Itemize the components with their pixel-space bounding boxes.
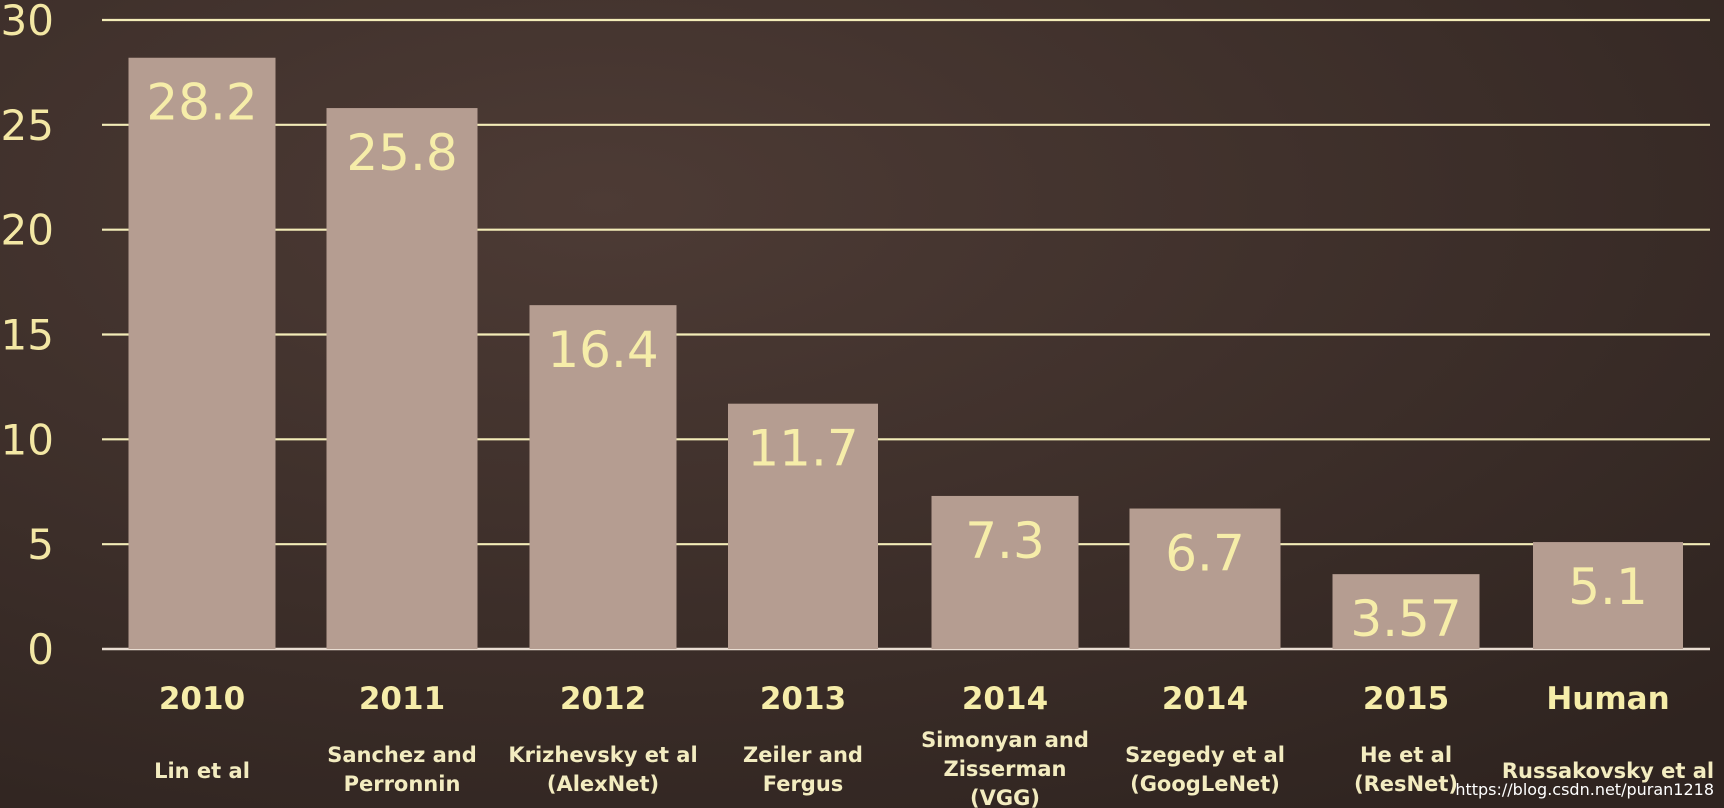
category-subtitle: Krizhevsky et al bbox=[508, 743, 697, 767]
value-labels: 28.2 25.8 16.4 11.7 7.3 6.7 3.57 5.1 bbox=[146, 74, 1647, 648]
bar bbox=[728, 403, 878, 649]
y-tick-label: 25 bbox=[1, 101, 54, 150]
watermark: https://blog.csdn.net/puran1218 bbox=[1455, 780, 1714, 799]
y-tick-label: 0 bbox=[27, 625, 54, 674]
bar bbox=[128, 57, 276, 650]
category-label: 2011 bbox=[359, 681, 445, 717]
bar bbox=[1533, 542, 1683, 649]
category-subtitle: Zeiler and bbox=[743, 743, 863, 767]
category-subtitle: (VGG) bbox=[970, 786, 1040, 808]
category-label: 2012 bbox=[560, 681, 646, 717]
y-tick-label: 10 bbox=[1, 415, 54, 464]
category-subtitle: Fergus bbox=[763, 772, 844, 796]
bars bbox=[128, 57, 1683, 650]
category-subtitle: He et al bbox=[1360, 743, 1452, 767]
bar bbox=[326, 108, 478, 649]
category-subtitle: Sanchez and bbox=[327, 743, 477, 767]
value-label: 25.8 bbox=[346, 124, 457, 182]
y-tick-label: 5 bbox=[27, 520, 54, 569]
y-tick-label: 15 bbox=[1, 311, 54, 360]
value-label: 28.2 bbox=[146, 74, 257, 132]
value-label: 16.4 bbox=[547, 321, 658, 379]
value-label: 5.1 bbox=[1568, 558, 1648, 616]
category-label: 2013 bbox=[760, 681, 846, 717]
bar bbox=[1129, 508, 1281, 649]
y-tick-label: 20 bbox=[1, 206, 54, 255]
category-label: 2015 bbox=[1363, 681, 1449, 717]
category-labels: 2010 Lin et al 2011 Sanchez and Perronnin 201… bbox=[154, 681, 1714, 808]
category-subtitle: (AlexNet) bbox=[547, 772, 659, 796]
value-label: 7.3 bbox=[965, 512, 1045, 570]
category-subtitle: Russakovsky et al bbox=[1502, 759, 1714, 783]
category-subtitle: (ResNet) bbox=[1354, 772, 1458, 796]
bar bbox=[1332, 574, 1480, 649]
value-label: 3.57 bbox=[1350, 590, 1461, 648]
category-label: 2010 bbox=[159, 681, 245, 717]
value-label: 11.7 bbox=[747, 420, 858, 478]
category-subtitle: Lin et al bbox=[154, 759, 250, 783]
category-label: 2014 bbox=[1162, 681, 1248, 717]
y-tick-label: 30 bbox=[1, 0, 54, 45]
category-label: Human bbox=[1546, 681, 1669, 717]
category-subtitle: Szegedy et al bbox=[1125, 743, 1285, 767]
category-subtitle: Perronnin bbox=[344, 772, 461, 796]
category-subtitle: Zisserman bbox=[943, 757, 1066, 781]
bar bbox=[931, 495, 1079, 649]
category-subtitle: Simonyan and bbox=[921, 728, 1089, 752]
bar bbox=[529, 305, 677, 649]
category-label: 2014 bbox=[962, 681, 1048, 717]
category-subtitle: (GoogLeNet) bbox=[1130, 772, 1280, 796]
value-label: 6.7 bbox=[1165, 525, 1245, 583]
y-axis-ticks: 0 5 10 15 20 25 30 bbox=[1, 0, 54, 674]
